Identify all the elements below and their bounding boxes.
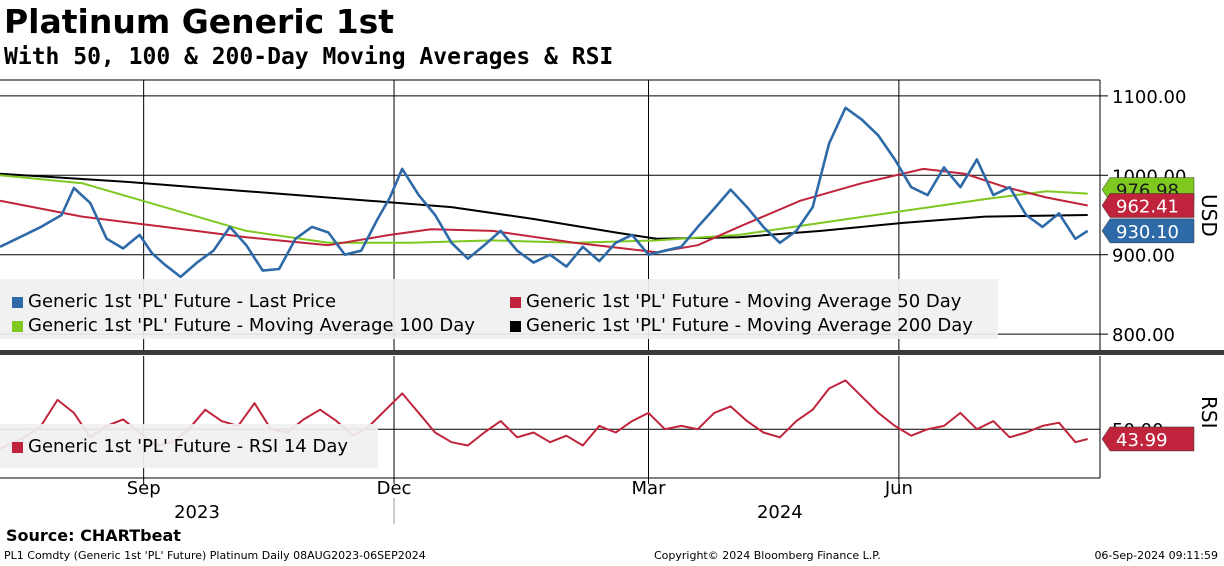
footer-left: PL1 Comdty (Generic 1st 'PL' Future) Pla… [4,549,426,562]
x-tick-label-2: Mar [632,478,667,499]
legend-label-last-price: Generic 1st 'PL' Future - Last Price [28,291,337,312]
legend-label-rsi: Generic 1st 'PL' Future - RSI 14 Day [28,436,349,457]
rsi-legend: Generic 1st 'PL' Future - RSI 14 Day [0,424,378,468]
legend-item-last-price: Generic 1st 'PL' Future - Last Price [12,291,336,313]
legend-item-ma200: Generic 1st 'PL' Future - Moving Average… [510,315,973,337]
price-unit-label: USD [1197,194,1221,237]
x-tick-label-0: Sep [127,478,161,499]
legend-label-ma200: Generic 1st 'PL' Future - Moving Average… [526,315,973,336]
ma50-last-tag-shape [1101,193,1195,218]
rsi-unit-label: RSI [1197,396,1221,429]
price-legend: Generic 1st 'PL' Future - Last Price Gen… [0,279,998,339]
x-year-label-1: 2024 [757,502,803,523]
x-year-label-0: 2023 [174,502,220,523]
source-note: Source: CHARTbeat [6,526,181,545]
last-price-tag-shape [1101,218,1195,244]
legend-swatch-ma100 [12,321,23,332]
price-series-line-ma50 [0,167,1088,254]
legend-swatch-last-price [12,297,23,308]
rsi-last-tag-text: 43.99 [1116,430,1168,451]
price-ytick-label-0: 1100.00 [1112,87,1186,108]
footer-center: Copyright© 2024 Bloomberg Finance L.P. [654,549,881,562]
legend-label-ma100: Generic 1st 'PL' Future - Moving Average… [28,315,475,336]
ma50-last-tag-text: 962.41 [1116,196,1179,217]
price-ytick-label-2: 900.00 [1112,246,1175,267]
legend-item-ma100: Generic 1st 'PL' Future - Moving Average… [12,315,475,337]
last-price-tag-text: 930.10 [1116,222,1179,243]
price-series-line-last_price [0,106,1089,279]
legend-item-ma50: Generic 1st 'PL' Future - Moving Average… [510,291,961,313]
x-tick-label-1: Dec [377,478,412,499]
legend-swatch-ma200 [510,321,521,332]
panel-separator [0,350,1224,355]
legend-item-rsi: Generic 1st 'PL' Future - RSI 14 Day [12,436,348,458]
chart-title: Platinum Generic 1st [4,2,395,41]
chart-subtitle: With 50, 100 & 200-Day Moving Averages &… [4,44,614,70]
legend-swatch-ma50 [510,297,521,308]
price-series-line-ma200 [0,172,1088,240]
x-tick-label-3: Jun [884,478,913,499]
legend-swatch-rsi [12,442,23,453]
price-ytick-label-3: 800.00 [1112,325,1175,346]
legend-label-ma50: Generic 1st 'PL' Future - Moving Average… [526,291,962,312]
rsi-last-tag-shape [1101,426,1195,452]
footer-right: 06-Sep-2024 09:11:59 [1094,549,1218,562]
